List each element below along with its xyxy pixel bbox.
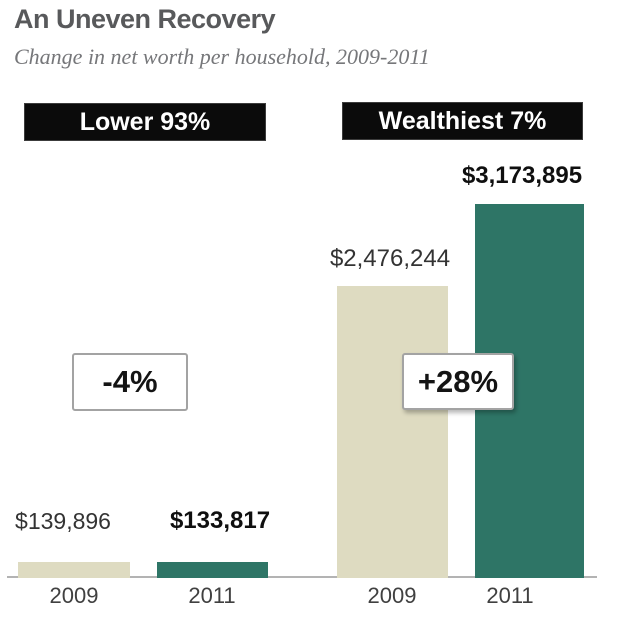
value-label-lower-2009: $139,896 xyxy=(15,508,111,534)
change-badge-lower: -4% xyxy=(72,353,188,411)
value-label-wealthiest-2009: $2,476,244 xyxy=(329,245,451,272)
tick-lower-2011: 2011 xyxy=(188,583,236,608)
tick-lower-2009: 2009 xyxy=(49,583,99,608)
tick-wealthiest-2009: 2009 xyxy=(367,583,417,608)
group-label-lower-93: Lower 93% xyxy=(25,104,265,140)
change-badge-wealthiest: +28% xyxy=(402,353,514,410)
group-label-wealthiest-7: Wealthiest 7% xyxy=(343,103,582,139)
x-axis-line xyxy=(7,576,597,578)
chart-title: An Uneven Recovery xyxy=(14,4,276,34)
value-label-wealthiest-2011: $3,173,895 xyxy=(461,162,583,189)
bar-wealthiest-2009 xyxy=(337,286,448,578)
tick-wealthiest-2011: 2011 xyxy=(486,583,534,608)
chart-subtitle: Change in net worth per household, 2009-… xyxy=(14,44,430,69)
value-label-lower-2011: $133,817 xyxy=(169,507,271,534)
bar-lower-2011 xyxy=(157,562,268,578)
bar-lower-2009 xyxy=(18,562,130,578)
